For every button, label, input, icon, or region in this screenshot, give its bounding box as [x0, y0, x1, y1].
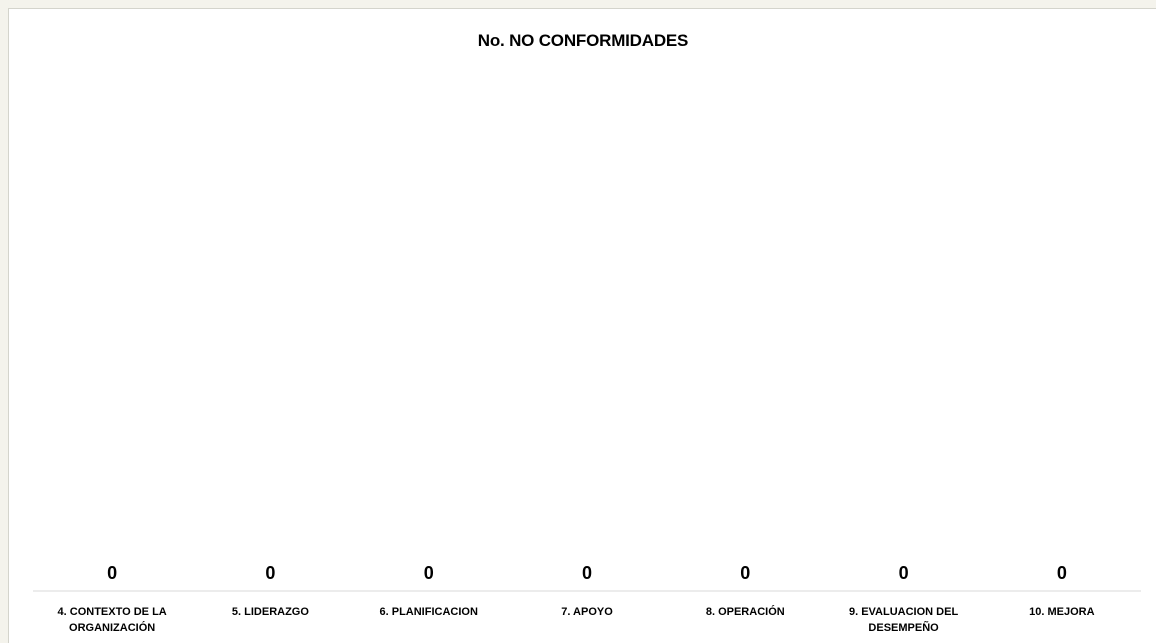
chart-title: No. NO CONFORMIDADES: [477, 31, 689, 50]
data-label: 0: [265, 563, 275, 583]
data-label: 0: [740, 563, 750, 583]
category-label: 6. PLANIFICACION: [380, 606, 478, 618]
data-label: 0: [582, 563, 592, 583]
data-label: 0: [899, 563, 909, 583]
category-label: 4. CONTEXTO DE LA ORGANIZACIÓN: [58, 606, 167, 634]
chart-area: No. NO CONFORMIDADES 0 0 0 0 0 0 0 4. CONTEXTO…: [8, 8, 1156, 643]
category-label: 9. EVALUACION DEL DESEMPEÑO: [849, 606, 958, 634]
bar-chart: 0 0 0 0 0 0 0 4. CONTEXTO DE LA ORGANIZACIÓN 5. …: [33, 563, 1141, 634]
category-label: 10. MEJORA: [1029, 606, 1094, 618]
data-label: 0: [107, 563, 117, 583]
data-label: 0: [1057, 563, 1067, 583]
category-label: 8. OPERACIÓN: [706, 605, 785, 618]
data-label: 0: [424, 563, 434, 583]
category-label: 5. LIDERAZGO: [232, 606, 309, 618]
category-label: 7. APOYO: [561, 606, 613, 618]
